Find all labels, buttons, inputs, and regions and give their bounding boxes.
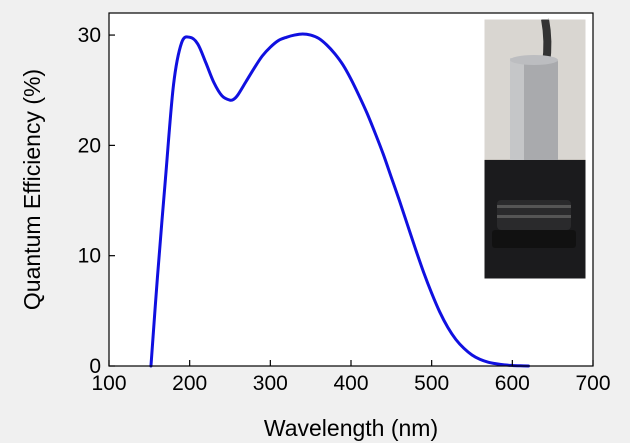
x-axis-title: Wavelength (nm): [264, 415, 438, 441]
x-tick-label: 300: [253, 372, 288, 395]
x-tick-label: 600: [495, 372, 530, 395]
y-tick-label: 0: [89, 355, 101, 378]
x-tick-label: 100: [91, 372, 126, 395]
x-tick-label: 400: [333, 372, 368, 395]
series-line-0: [149, 32, 530, 368]
mount-ring-ridge-1: [497, 205, 571, 208]
photo-frame: [483, 18, 587, 280]
x-tick-label: 200: [172, 372, 207, 395]
y-tick-label: 20: [78, 134, 101, 157]
x-tick-label: 700: [575, 372, 610, 395]
y-axis-title: Quantum Efficiency (%): [19, 69, 45, 310]
detector-top: [510, 55, 558, 65]
axes: 100 200 300 400 500 600 700 0 10 20 30: [78, 12, 611, 395]
y-tick-label: 10: [78, 245, 101, 268]
flange: [492, 230, 576, 248]
x-tick-label: 500: [414, 372, 449, 395]
y-tick-label: 30: [78, 24, 101, 47]
series-layer: [149, 32, 530, 368]
inset-photo: [483, 18, 587, 280]
mount-ring-ridge-2: [497, 215, 571, 218]
